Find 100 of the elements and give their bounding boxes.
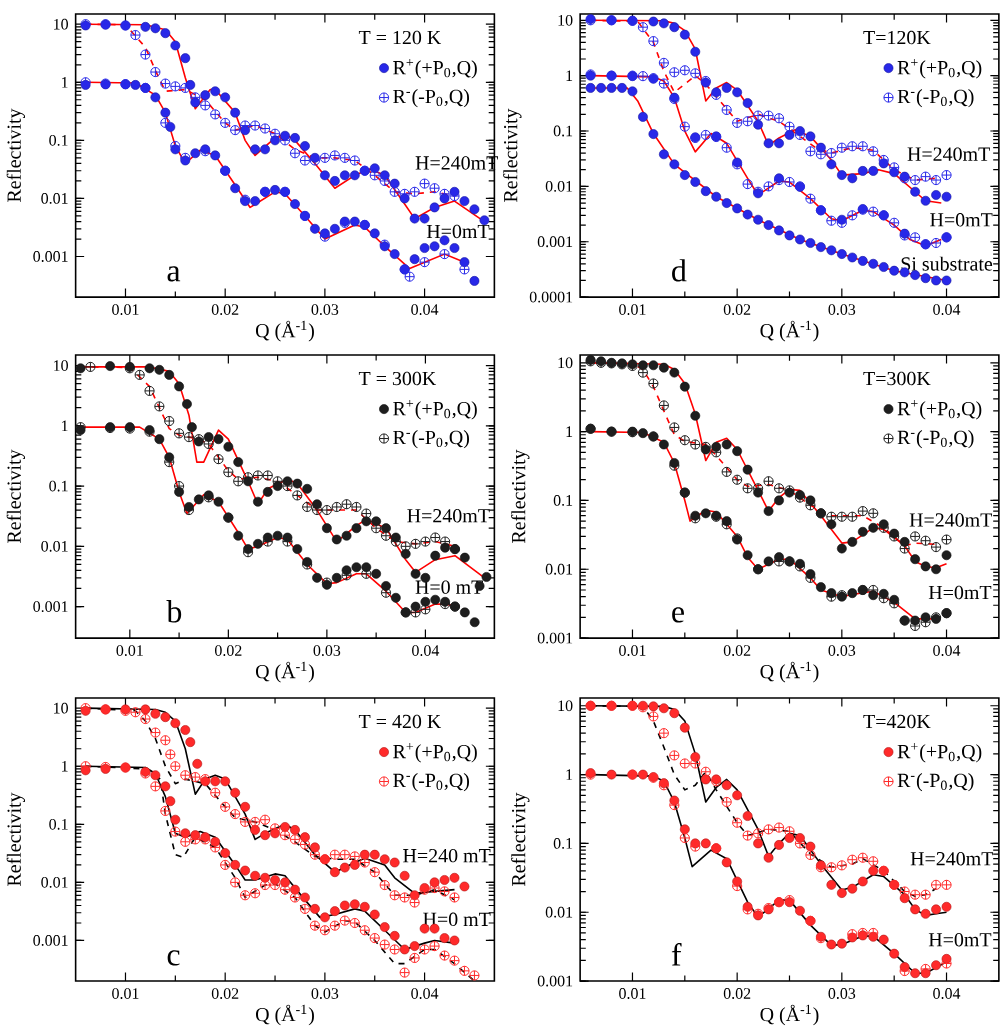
y-tick-label: 1 bbox=[62, 420, 68, 432]
y-axis-title: Reflectivity bbox=[6, 792, 26, 886]
annotation: H=240mT bbox=[407, 509, 490, 523]
x-tick-label: 0.04 bbox=[412, 645, 440, 656]
y-tick-label: 0.01 bbox=[545, 906, 573, 918]
y-tick-label: 10 bbox=[54, 360, 69, 371]
y-axis-title: Reflectivity bbox=[511, 792, 530, 886]
y-tick-label: 10 bbox=[54, 702, 69, 714]
y-tick-label: 10 bbox=[558, 357, 573, 369]
y-tick-label: 0.001 bbox=[33, 935, 68, 946]
annotation: H=0mT bbox=[928, 933, 992, 947]
y-tick-label: 0.1 bbox=[49, 480, 68, 492]
legend-label: R$^{-}$(-P$_{0}$,Q) bbox=[897, 89, 974, 108]
x-tick-label: 0.02 bbox=[723, 304, 751, 315]
x-axis-title: Q (Å$^{-1}$) bbox=[256, 1004, 315, 1026]
legend-title: T=420K bbox=[863, 714, 931, 729]
annotation: a bbox=[167, 266, 181, 282]
y-tick-label: 0.1 bbox=[49, 818, 68, 830]
legend-title: T=120K bbox=[863, 30, 931, 45]
x-tick-label: 0.02 bbox=[723, 988, 751, 999]
x-tick-label: 0.01 bbox=[116, 645, 143, 656]
annotation: H=0mT bbox=[426, 224, 490, 239]
y-tick-label: 10 bbox=[558, 700, 573, 712]
x-tick-label: 0.03 bbox=[828, 304, 856, 315]
x-tick-label: 0.03 bbox=[311, 988, 339, 999]
legend-label: R$^{+}$(+P$_{0}$,Q) bbox=[393, 743, 477, 763]
x-tick-label: 0.01 bbox=[112, 304, 139, 315]
y-tick-label: 0.001 bbox=[537, 236, 573, 248]
y-tick-label: 0.1 bbox=[553, 125, 573, 137]
x-tick-label: 0.01 bbox=[619, 304, 646, 315]
x-tick-label: 0.04 bbox=[411, 988, 439, 999]
y-tick-label: 1 bbox=[62, 77, 68, 88]
x-tick-label: 0.02 bbox=[723, 645, 751, 656]
annotation: c bbox=[167, 950, 180, 966]
x-tick-label: 0.03 bbox=[828, 645, 856, 656]
x-tick-label: 0.01 bbox=[619, 988, 646, 999]
x-axis-title: Q (Å$^{-1}$) bbox=[760, 661, 819, 683]
annotation: H=0mT bbox=[928, 585, 992, 600]
x-axis-title: Q (Å$^{-1}$) bbox=[760, 320, 819, 342]
y-tick-label: 0.1 bbox=[553, 495, 573, 506]
y-tick-label: 1 bbox=[566, 426, 573, 437]
y-tick-label: 1 bbox=[566, 769, 573, 780]
x-tick-label: 0.02 bbox=[211, 988, 239, 999]
legend-title: T = 420 K bbox=[359, 714, 442, 729]
y-tick-label: 0.1 bbox=[49, 134, 68, 146]
y-tick-label: 0.0001 bbox=[529, 291, 573, 303]
legend-label: R$^{+}$(+P$_{0}$,Q) bbox=[897, 743, 982, 763]
y-tick-label: 0.1 bbox=[553, 838, 573, 849]
legend-title: T=300K bbox=[863, 371, 931, 386]
annotation: H=0mT bbox=[930, 213, 993, 227]
x-tick-label: 0.04 bbox=[933, 304, 961, 315]
annotation: H=240mT bbox=[910, 852, 994, 866]
x-tick-label: 0.04 bbox=[933, 988, 961, 999]
annotation: f bbox=[671, 943, 682, 966]
legend-label: R$^{+}$(+P$_{0}$,Q) bbox=[393, 59, 477, 79]
y-axis-title: Reflectivity bbox=[6, 449, 26, 544]
legend-label: R$^{-}$(-P$_{0}$,Q) bbox=[393, 773, 470, 792]
annotation: d bbox=[672, 259, 687, 282]
legend-label: R$^{-}$(-P$_{0}$,Q) bbox=[897, 430, 974, 449]
legend-label: R$^{-}$(-P$_{0}$,Q) bbox=[393, 430, 470, 449]
annotation: H=240mT bbox=[907, 147, 990, 161]
y-tick-label: 0.01 bbox=[41, 193, 68, 204]
y-tick-label: 0.01 bbox=[545, 180, 573, 192]
y-tick-label: 10 bbox=[558, 14, 573, 26]
y-axis-title: Reflectivity bbox=[6, 108, 26, 203]
y-tick-label: 0.01 bbox=[41, 876, 68, 888]
y-tick-label: 1 bbox=[566, 70, 573, 81]
annotation: e bbox=[672, 607, 685, 623]
y-tick-label: 0.01 bbox=[41, 540, 68, 552]
x-tick-label: 0.02 bbox=[215, 645, 242, 656]
legend-title: T = 300K bbox=[358, 371, 437, 386]
x-tick-label: 0.02 bbox=[211, 304, 239, 315]
x-axis-title: Q (Å$^{-1}$) bbox=[760, 1004, 819, 1026]
y-tick-label: 0.001 bbox=[537, 975, 573, 987]
x-tick-label: 0.04 bbox=[411, 304, 439, 315]
y-tick-label: 10 bbox=[54, 18, 69, 30]
y-tick-label: 0.001 bbox=[537, 632, 573, 644]
annotation: H=240mT bbox=[909, 513, 993, 527]
legend-label: R$^{-}$(-P$_{0}$,Q) bbox=[897, 773, 974, 792]
annotation: H=240 mT bbox=[403, 848, 491, 863]
y-tick-label: 0.001 bbox=[33, 601, 68, 612]
y-axis-title: Reflectivity bbox=[511, 449, 530, 544]
x-tick-label: 0.03 bbox=[313, 645, 341, 656]
y-tick-label: 1 bbox=[62, 760, 68, 772]
legend-label: R$^{+}$(+P$_{0}$,Q) bbox=[897, 400, 982, 420]
x-axis-title: Q (Å$^{-1}$) bbox=[256, 320, 315, 342]
y-tick-label: 0.01 bbox=[545, 563, 573, 575]
legend-label: R$^{-}$(-P$_{0}$,Q) bbox=[393, 89, 470, 108]
x-axis-title: Q (Å$^{-1}$) bbox=[256, 661, 315, 683]
x-tick-label: 0.04 bbox=[933, 645, 961, 656]
legend-label: R$^{+}$(+P$_{0}$,Q) bbox=[393, 400, 477, 420]
y-axis-title: Reflectivity bbox=[503, 108, 522, 203]
x-tick-label: 0.01 bbox=[619, 645, 646, 656]
y-tick-label: 0.001 bbox=[33, 251, 68, 262]
x-tick-label: 0.03 bbox=[311, 304, 339, 315]
legend-label: R$^{+}$(+P$_{0}$,Q) bbox=[897, 59, 982, 79]
annotation: b bbox=[166, 600, 182, 623]
legend-title: T = 120 K bbox=[359, 30, 442, 45]
x-tick-label: 0.03 bbox=[828, 988, 856, 999]
x-tick-label: 0.01 bbox=[112, 988, 139, 999]
